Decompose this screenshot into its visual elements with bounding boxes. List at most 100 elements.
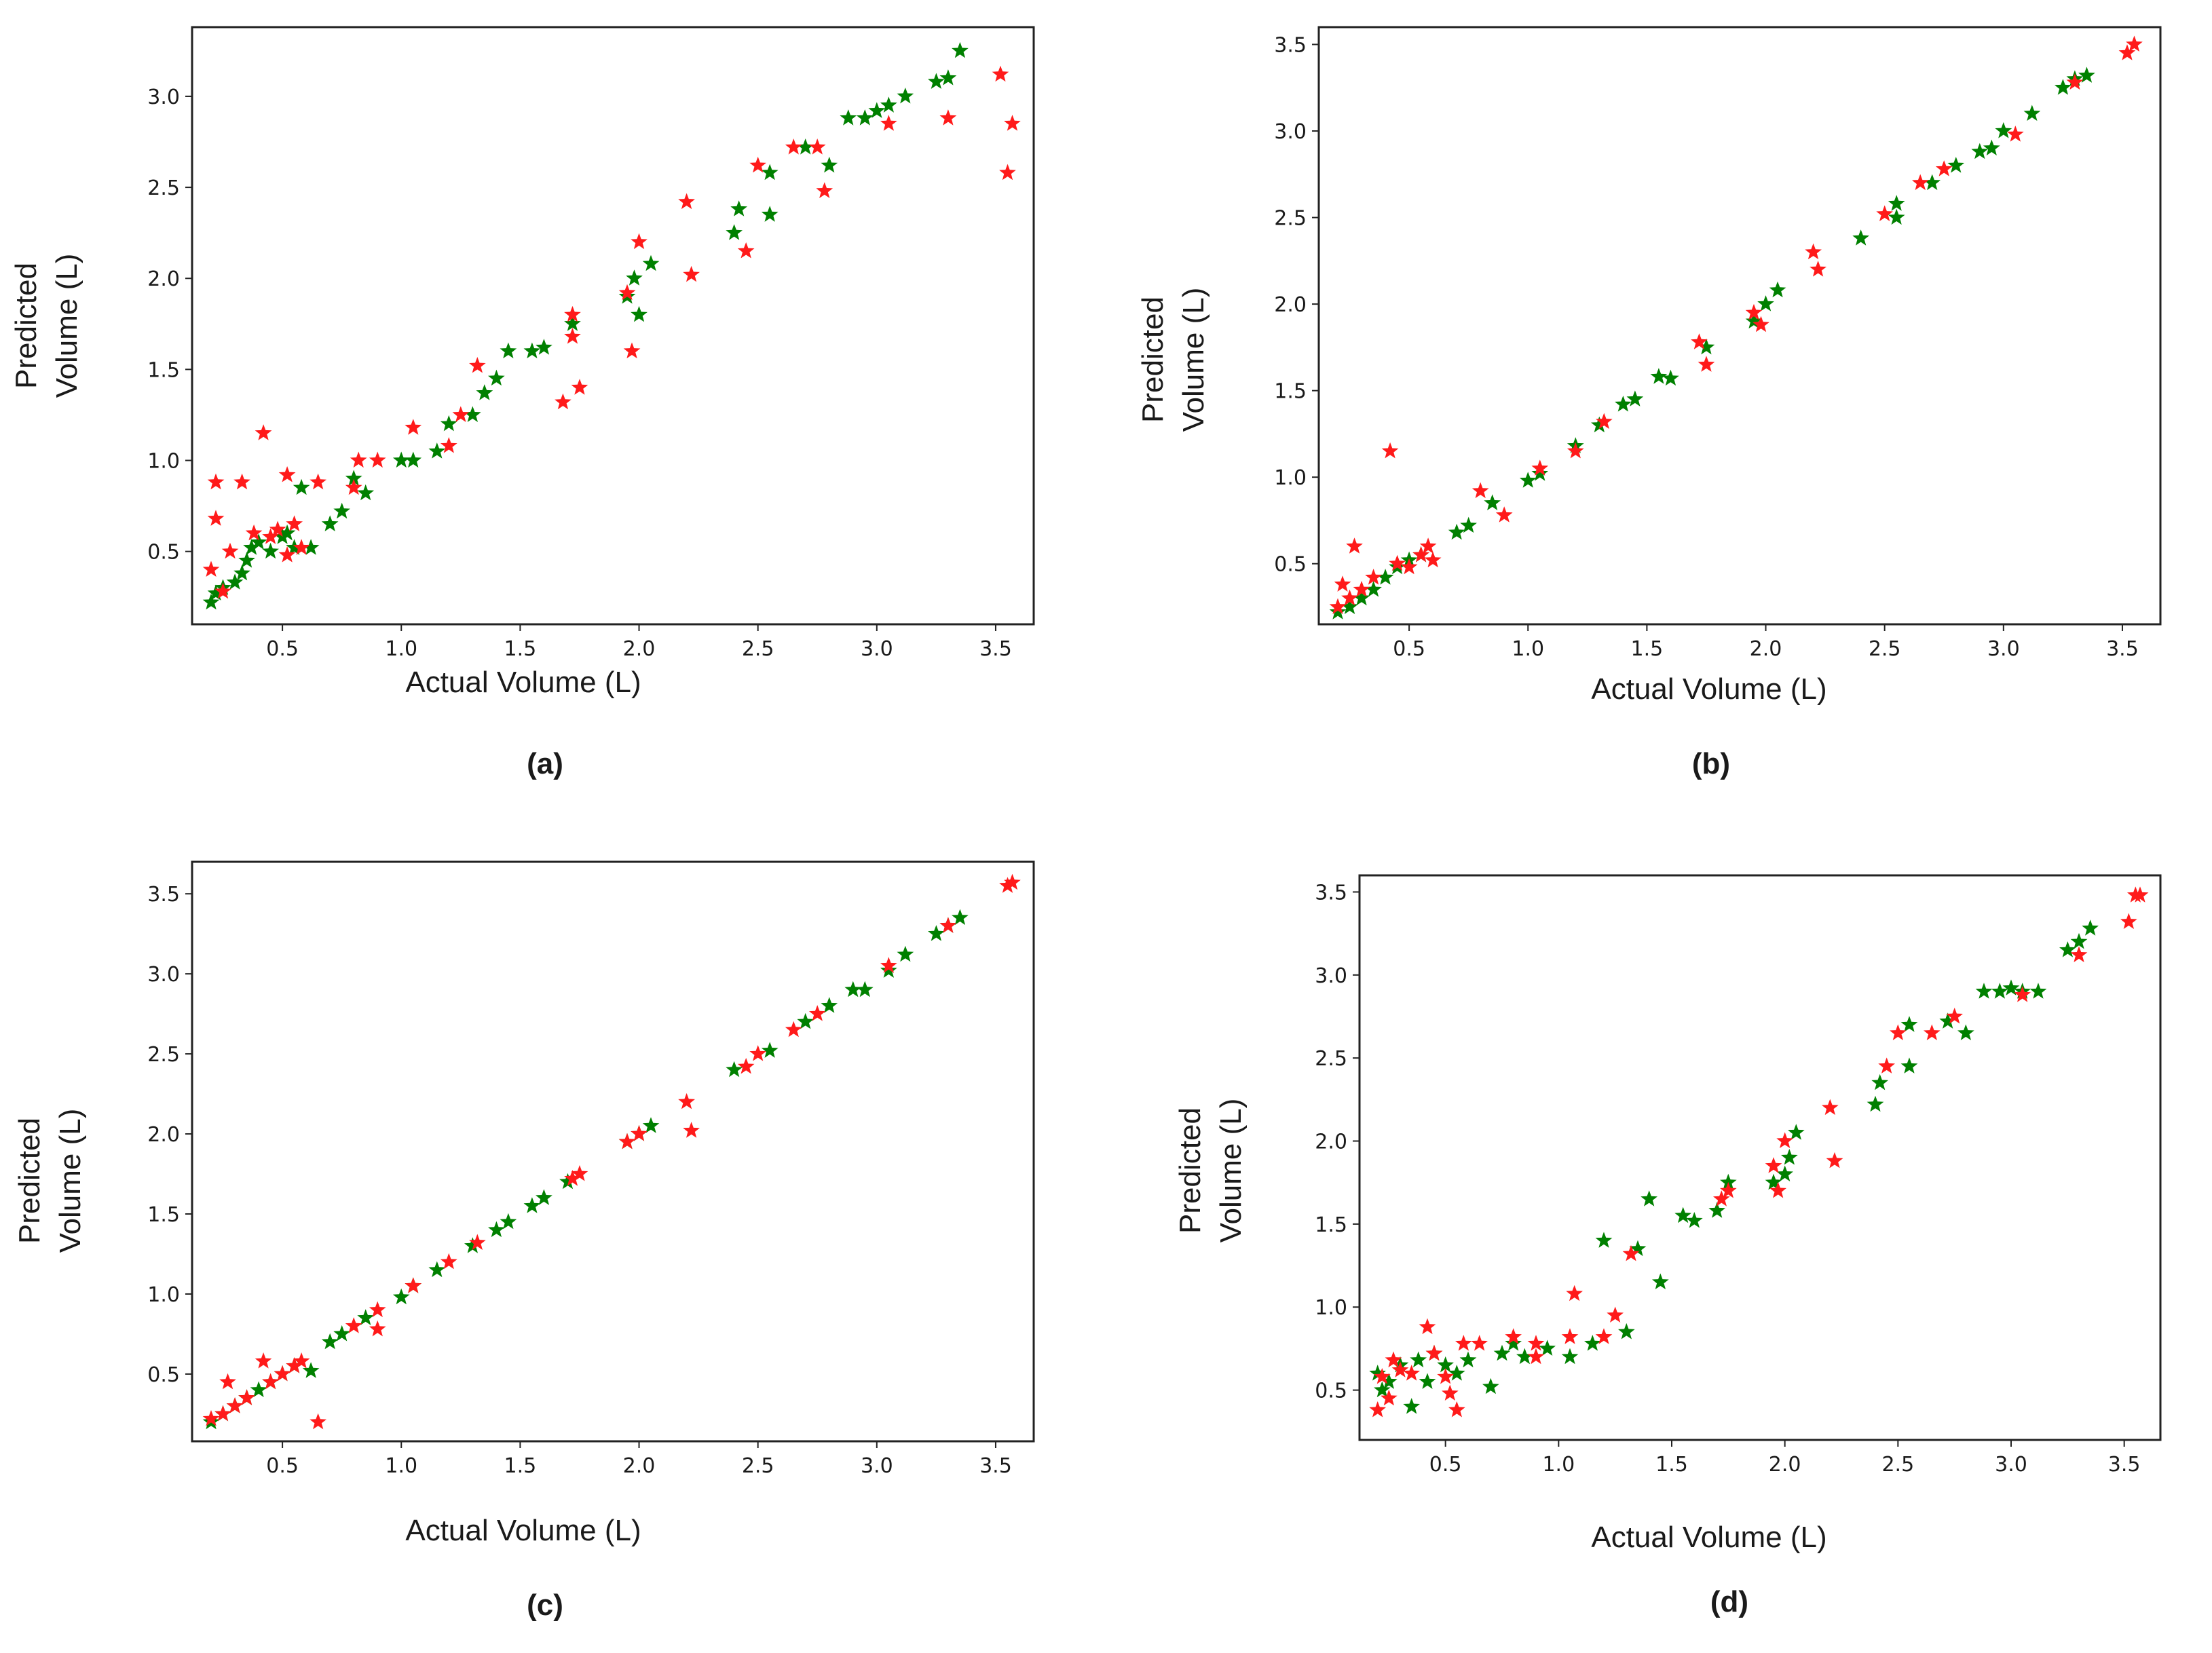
scatter-point-green bbox=[1539, 1340, 1556, 1356]
scatter-point-green bbox=[1769, 281, 1786, 298]
scatter-point-green bbox=[1369, 1365, 1386, 1381]
scatter-point-green bbox=[1745, 312, 1763, 329]
plot-frame bbox=[191, 26, 1035, 626]
x-tick-label: 2.0 bbox=[1769, 1453, 1801, 1477]
y-axis-label-line2: Volume (L) bbox=[54, 1109, 87, 1253]
x-tick-label: 1.5 bbox=[504, 1454, 537, 1478]
scatter-point-red bbox=[618, 284, 636, 301]
scatter-point-red bbox=[369, 1320, 386, 1337]
scatter-point-red bbox=[440, 1253, 457, 1270]
scatter-point-red bbox=[262, 528, 279, 544]
scatter-point-green bbox=[928, 925, 945, 941]
y-tick-label: 3.0 bbox=[147, 86, 180, 109]
scatter-point-green bbox=[952, 41, 969, 58]
scatter-point-green bbox=[897, 88, 914, 104]
scatter-point-green bbox=[1505, 1335, 1522, 1351]
scatter-point-green bbox=[821, 156, 838, 173]
scatter-point-red bbox=[1810, 261, 1826, 277]
scatter-point-red bbox=[1946, 1008, 1963, 1024]
scatter-point-red bbox=[1381, 1389, 1398, 1406]
scatter-point-green bbox=[488, 1221, 505, 1238]
scatter-point-green bbox=[564, 315, 581, 331]
y-axis-label-line2: Volume (L) bbox=[1177, 288, 1210, 432]
plot-frame bbox=[191, 860, 1035, 1443]
scatter-point-red bbox=[469, 357, 486, 373]
scatter-points bbox=[1329, 35, 2143, 620]
scatter-point-green bbox=[523, 342, 541, 359]
scatter-point-red bbox=[214, 1405, 231, 1422]
scatter-point-red bbox=[1412, 546, 1429, 563]
scatter-point-green bbox=[1460, 516, 1477, 533]
scatter-point-red bbox=[255, 424, 272, 440]
x-tick-label: 3.0 bbox=[861, 637, 893, 661]
scatter-point-red bbox=[571, 1165, 588, 1181]
x-tick-label: 1.5 bbox=[1631, 637, 1664, 661]
scatter-point-green bbox=[797, 1012, 814, 1029]
scatter-point-green bbox=[1516, 1348, 1533, 1365]
scatter-point-red bbox=[1437, 1368, 1454, 1384]
scatter-point-green bbox=[761, 164, 779, 180]
x-tick-label: 3.5 bbox=[2108, 1453, 2141, 1477]
y-axis-label-line1: Predicted bbox=[13, 1118, 46, 1244]
scatter-point-red bbox=[564, 1170, 581, 1186]
y-tick-label: 2.0 bbox=[1315, 1130, 1347, 1154]
scatter-point-green bbox=[500, 1213, 517, 1230]
y-tick-label: 1.0 bbox=[147, 450, 180, 474]
scatter-point-green bbox=[536, 339, 552, 355]
plot-frame bbox=[1358, 874, 2162, 1441]
scatter-point-red bbox=[1622, 1244, 1640, 1261]
x-tick-label: 2.0 bbox=[623, 1454, 656, 1478]
scatter-point-red bbox=[2014, 986, 2031, 1002]
scatter-point-green bbox=[1626, 390, 1644, 406]
chart-panel-a: 0.5 1.0 1.5 2.0 2.5 3.0 3.50.51.01.52.02.53.0 … bbox=[10, 26, 1035, 780]
scatter-point-red bbox=[1776, 1132, 1793, 1148]
scatter-point-red bbox=[749, 156, 766, 173]
scatter-point-green bbox=[262, 542, 279, 559]
scatter-point-red bbox=[749, 1045, 766, 1061]
scatter-point-red bbox=[880, 957, 897, 973]
y-tick-label: 3.0 bbox=[1315, 964, 1347, 988]
scatter-point-green bbox=[642, 1117, 660, 1133]
scatter-point-green bbox=[202, 593, 220, 610]
scatter-point-green bbox=[730, 200, 747, 216]
scatter-point-green bbox=[1459, 1351, 1477, 1368]
scatter-point-red bbox=[1346, 537, 1363, 554]
scatter-point-green bbox=[440, 415, 457, 432]
scatter-point-red bbox=[1822, 1099, 1839, 1116]
chart-panel-b: 0.5 1.0 1.5 2.0 2.5 3.0 3.5 0.5 1.0 1.5 2.0 2.5 3.0 3… bbox=[1136, 26, 2162, 780]
scatter-point-green bbox=[321, 1333, 339, 1350]
scatter-point-green bbox=[1437, 1356, 1454, 1373]
scatter-point-green bbox=[1329, 603, 1347, 620]
panel-label: (b) bbox=[1692, 747, 1730, 780]
x-tick-label: 3.5 bbox=[2106, 637, 2139, 661]
scatter-point-red bbox=[202, 1410, 220, 1426]
scatter-point-red bbox=[233, 473, 250, 490]
scatter-point-red bbox=[2066, 73, 2084, 90]
scatter-point-red bbox=[1935, 160, 1953, 176]
scatter-point-red bbox=[214, 582, 231, 599]
scatter-point-red bbox=[452, 406, 470, 422]
scatter-point-green bbox=[2082, 919, 2099, 936]
scatter-point-green bbox=[797, 138, 814, 155]
x-tick-label: 2.5 bbox=[1869, 637, 1901, 661]
scatter-point-red bbox=[310, 1413, 326, 1430]
y-axis-label-line2: Volume (L) bbox=[1214, 1099, 1248, 1243]
scatter-point-red bbox=[564, 328, 581, 344]
scatter-point-red bbox=[623, 342, 641, 359]
scatter-point-red bbox=[1698, 356, 1715, 372]
y-tick-label: 1.0 bbox=[147, 1283, 180, 1307]
scatter-point-green bbox=[1674, 1206, 1691, 1223]
x-axis-label: Actual Volume (L) bbox=[405, 666, 641, 699]
scatter-point-green bbox=[1484, 494, 1501, 510]
scatter-point-green bbox=[1852, 229, 1869, 246]
scatter-point-green bbox=[1353, 589, 1370, 606]
scatter-point-green bbox=[1531, 465, 1549, 481]
scatter-point-red bbox=[278, 546, 296, 563]
x-tick-label: 1.5 bbox=[504, 637, 537, 661]
scatter-point-green bbox=[1448, 1365, 1465, 1381]
scatter-point-green bbox=[1591, 416, 1608, 433]
y-tick-label: 2.0 bbox=[147, 267, 180, 291]
scatter-point-green bbox=[1376, 569, 1394, 585]
y-tick-label: 1.5 bbox=[1315, 1213, 1347, 1237]
panel-label: (d) bbox=[1710, 1585, 1748, 1618]
